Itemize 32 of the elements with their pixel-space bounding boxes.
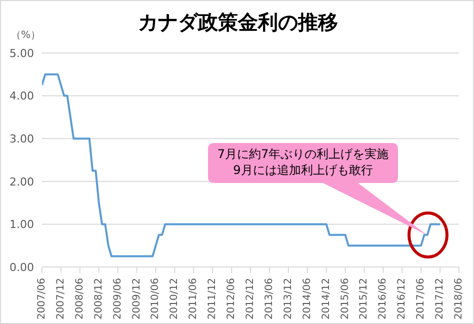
x-tick-label: 2015/12 — [358, 278, 370, 320]
x-tick-label: 2012/12 — [245, 278, 256, 320]
annotation: 7月に約7年ぶりの利上げを実施 9月には追加利上げも敢行 — [217, 147, 389, 177]
y-tick-label: 4.00 — [10, 90, 34, 103]
x-tick-label: 2016/06 — [378, 278, 389, 320]
x-tick-label: 2012/06 — [226, 278, 238, 320]
y-tick-label: 5.00 — [10, 46, 34, 60]
x-tick-label: 2009/06 — [112, 278, 124, 320]
x-tick-label: 2008/12 — [93, 278, 104, 320]
x-tick-label: 2010/06 — [150, 278, 162, 320]
x-tick-label: 2008/06 — [74, 278, 86, 320]
x-tick-label: 2013/06 — [264, 278, 275, 320]
x-tick-label: 2015/06 — [340, 278, 351, 320]
chart-title: カナダ政策金利の推移 — [138, 10, 338, 34]
x-tick-label: 2011/12 — [207, 278, 218, 320]
x-tick-label: 2007/06 — [36, 278, 48, 320]
x-tick-label: 2017/06 — [416, 278, 427, 320]
x-tick-label: 2009/12 — [131, 278, 142, 320]
x-tick-label: 2017/12 — [434, 278, 446, 320]
x-tick-label: 2007/12 — [55, 278, 66, 320]
x-tick-label: 2014/12 — [320, 278, 332, 320]
x-tick-label: 2013/12 — [282, 278, 294, 320]
x-tick-label: 2018/06 — [454, 278, 464, 320]
y-tick-label: 2.00 — [10, 175, 34, 188]
y-tick-label: 3.00 — [10, 132, 34, 146]
y-tick-label: 0.00 — [10, 260, 34, 274]
x-tick-label: 2011/06 — [188, 278, 200, 320]
x-tick-label: 2010/12 — [169, 278, 180, 320]
x-tick-label: 2014/06 — [302, 278, 313, 320]
y-axis-title: （%） — [11, 29, 41, 42]
x-tick-label: 2016/12 — [396, 278, 408, 320]
y-tick-label: 1.00 — [10, 218, 34, 232]
